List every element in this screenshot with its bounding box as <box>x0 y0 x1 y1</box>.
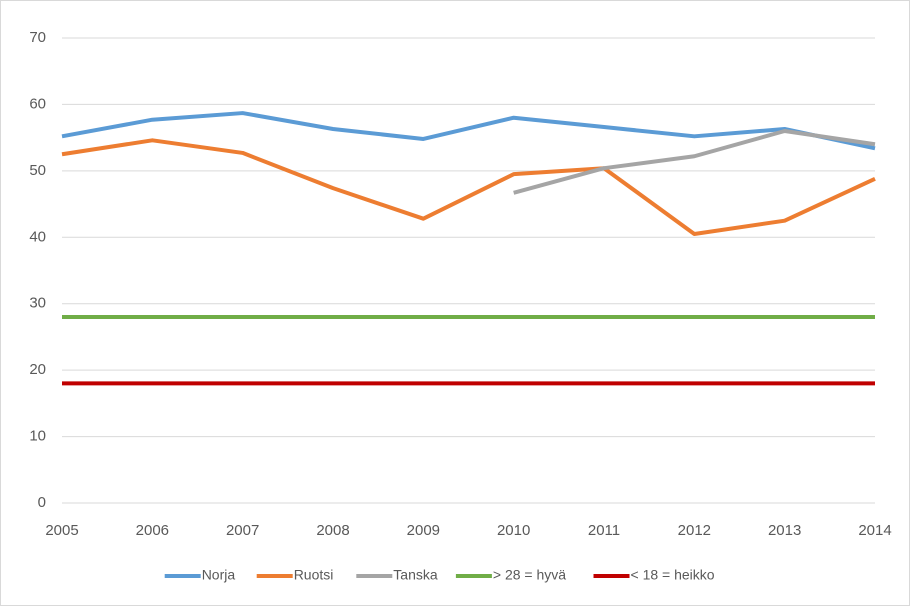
x-tick-label: 2007 <box>226 522 259 539</box>
x-tick-label: 2011 <box>588 522 620 539</box>
legend-label: Tanska <box>393 567 438 583</box>
x-tick-label: 2008 <box>316 522 349 539</box>
y-tick-label: 0 <box>38 494 46 511</box>
y-tick-label: 50 <box>29 162 46 179</box>
y-tick-label: 60 <box>29 95 46 112</box>
y-tick-label: 40 <box>29 228 46 245</box>
x-tick-label: 2014 <box>858 522 891 539</box>
y-tick-label: 30 <box>29 295 46 312</box>
series-line <box>61 111 876 151</box>
x-tick-label: 2009 <box>407 522 440 539</box>
series-line <box>61 138 876 236</box>
x-tick-label: 2010 <box>497 522 530 539</box>
legend-label: < 18 = heikko <box>631 567 715 583</box>
y-tick-label: 20 <box>29 361 46 378</box>
y-tick-label: 70 <box>29 29 46 46</box>
series-line <box>513 129 876 195</box>
legend: Norja Ruotsi Tanska > 28 = hyvä < 18 = heikk… <box>164 567 715 583</box>
legend-label: Norja <box>202 567 236 583</box>
x-tick-label: 2005 <box>45 522 78 539</box>
legend-label: > 28 = hyvä <box>493 567 566 583</box>
y-tick-label: 10 <box>29 428 46 445</box>
x-tick-label: 2006 <box>136 522 169 539</box>
legend-label: Ruotsi <box>294 567 334 583</box>
x-tick-label: 2013 <box>768 522 801 539</box>
x-tick-label: 2012 <box>678 522 711 539</box>
